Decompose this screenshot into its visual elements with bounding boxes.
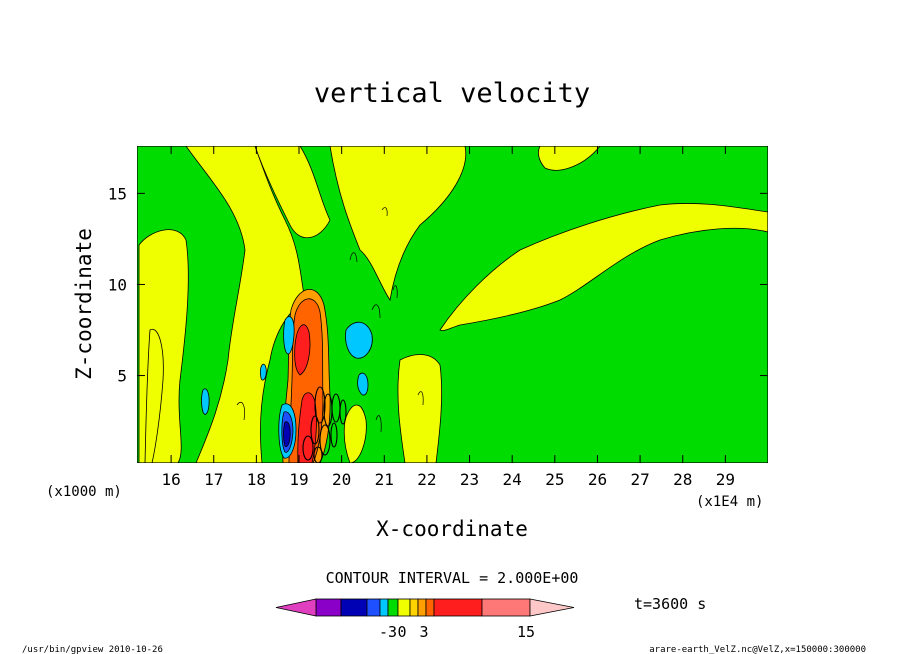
colorbar-swatch xyxy=(433,598,483,617)
yellow-upper-band xyxy=(254,146,331,239)
y-tick-label: 15 xyxy=(108,184,127,203)
x-tick-label: 24 xyxy=(503,470,522,489)
colorbar-swatch xyxy=(425,598,435,617)
x-tick-label: 22 xyxy=(417,470,436,489)
colorbar-swatch xyxy=(340,598,368,617)
downdraft-core-left xyxy=(283,421,291,448)
updraft-low-core xyxy=(297,392,317,463)
x-unit-right: (x1E4 m) xyxy=(696,494,763,510)
x-tick-label: 26 xyxy=(588,470,607,489)
x-tick-label: 28 xyxy=(673,470,692,489)
colorbar: -3 0 3 15 xyxy=(275,598,575,641)
x-unit-left: (x1000 m) xyxy=(46,484,122,500)
yellow-low-left xyxy=(343,404,367,463)
y-axis: 5 10 15 xyxy=(108,184,768,386)
footer-left: /usr/bin/gpview 2010-10-26 xyxy=(22,645,163,654)
time-label: t=3600 s xyxy=(634,595,706,613)
yellow-upper-plume xyxy=(329,146,467,302)
colorbar-swatch xyxy=(409,598,419,617)
yellow-low-cells xyxy=(397,354,443,463)
yellow-regions xyxy=(138,146,768,463)
footer-right: arare-earth_VelZ.nc@VelZ,x=150000:300000 xyxy=(649,645,866,654)
x-tick-label: 25 xyxy=(545,470,564,489)
y-tick-label: 5 xyxy=(117,367,127,386)
downdraft-small-a xyxy=(357,372,369,396)
colorbar-swatch xyxy=(397,598,411,617)
yellow-mid-band xyxy=(185,146,306,463)
downdraft-small-b xyxy=(201,388,210,415)
y-axis-label: Z-coordinate xyxy=(72,228,96,380)
x-tick-label: 17 xyxy=(204,470,223,489)
colorbar-swatch xyxy=(379,598,389,617)
colorbar-tick-label: 3 xyxy=(419,623,428,641)
x-tick-label: 18 xyxy=(247,470,266,489)
yellow-far-left-lower xyxy=(144,328,164,463)
x-axis: 16 17 18 19 20 21 22 23 24 25 26 27 28 29 xyxy=(161,146,735,489)
dense-contours xyxy=(302,386,347,463)
x-tick-label: 21 xyxy=(375,470,394,489)
colorbar-tick-label: -3 xyxy=(379,623,397,641)
y-tick-label: 10 xyxy=(108,275,127,294)
colorbar-swatch xyxy=(481,598,531,617)
x-tick-label: 27 xyxy=(630,470,649,489)
chart-title: vertical velocity xyxy=(314,78,590,109)
x-axis-label: X-coordinate xyxy=(376,517,528,541)
colorbar-swatch xyxy=(417,598,427,617)
downdraft-small-c xyxy=(259,363,267,381)
yellow-right-tongue xyxy=(439,203,768,331)
colorbar-left-arrow xyxy=(275,598,317,617)
downdraft-right xyxy=(345,321,373,359)
x-tick-label: 23 xyxy=(460,470,479,489)
x-tick-label: 20 xyxy=(332,470,351,489)
velocity-field xyxy=(137,146,768,463)
colorbar-swatch xyxy=(387,598,399,617)
contour-interval: CONTOUR INTERVAL = 2.000E+00 xyxy=(326,569,579,587)
x-tick-label: 16 xyxy=(161,470,180,489)
x-tick-label: 19 xyxy=(289,470,308,489)
x-tick-label: 29 xyxy=(716,470,735,489)
updraft-inner xyxy=(294,324,311,376)
colorbar-tick-label: 15 xyxy=(517,623,535,641)
thin-contours xyxy=(236,207,424,433)
colorbar-right-arrow xyxy=(529,598,575,617)
colorbar-tick-label: 0 xyxy=(397,623,406,641)
colorbar-swatch xyxy=(366,598,381,617)
downdraft-cells xyxy=(201,316,373,459)
colorbar-swatch xyxy=(315,598,342,617)
yellow-small-top xyxy=(538,146,601,171)
downdraft-upper-left xyxy=(283,316,295,355)
